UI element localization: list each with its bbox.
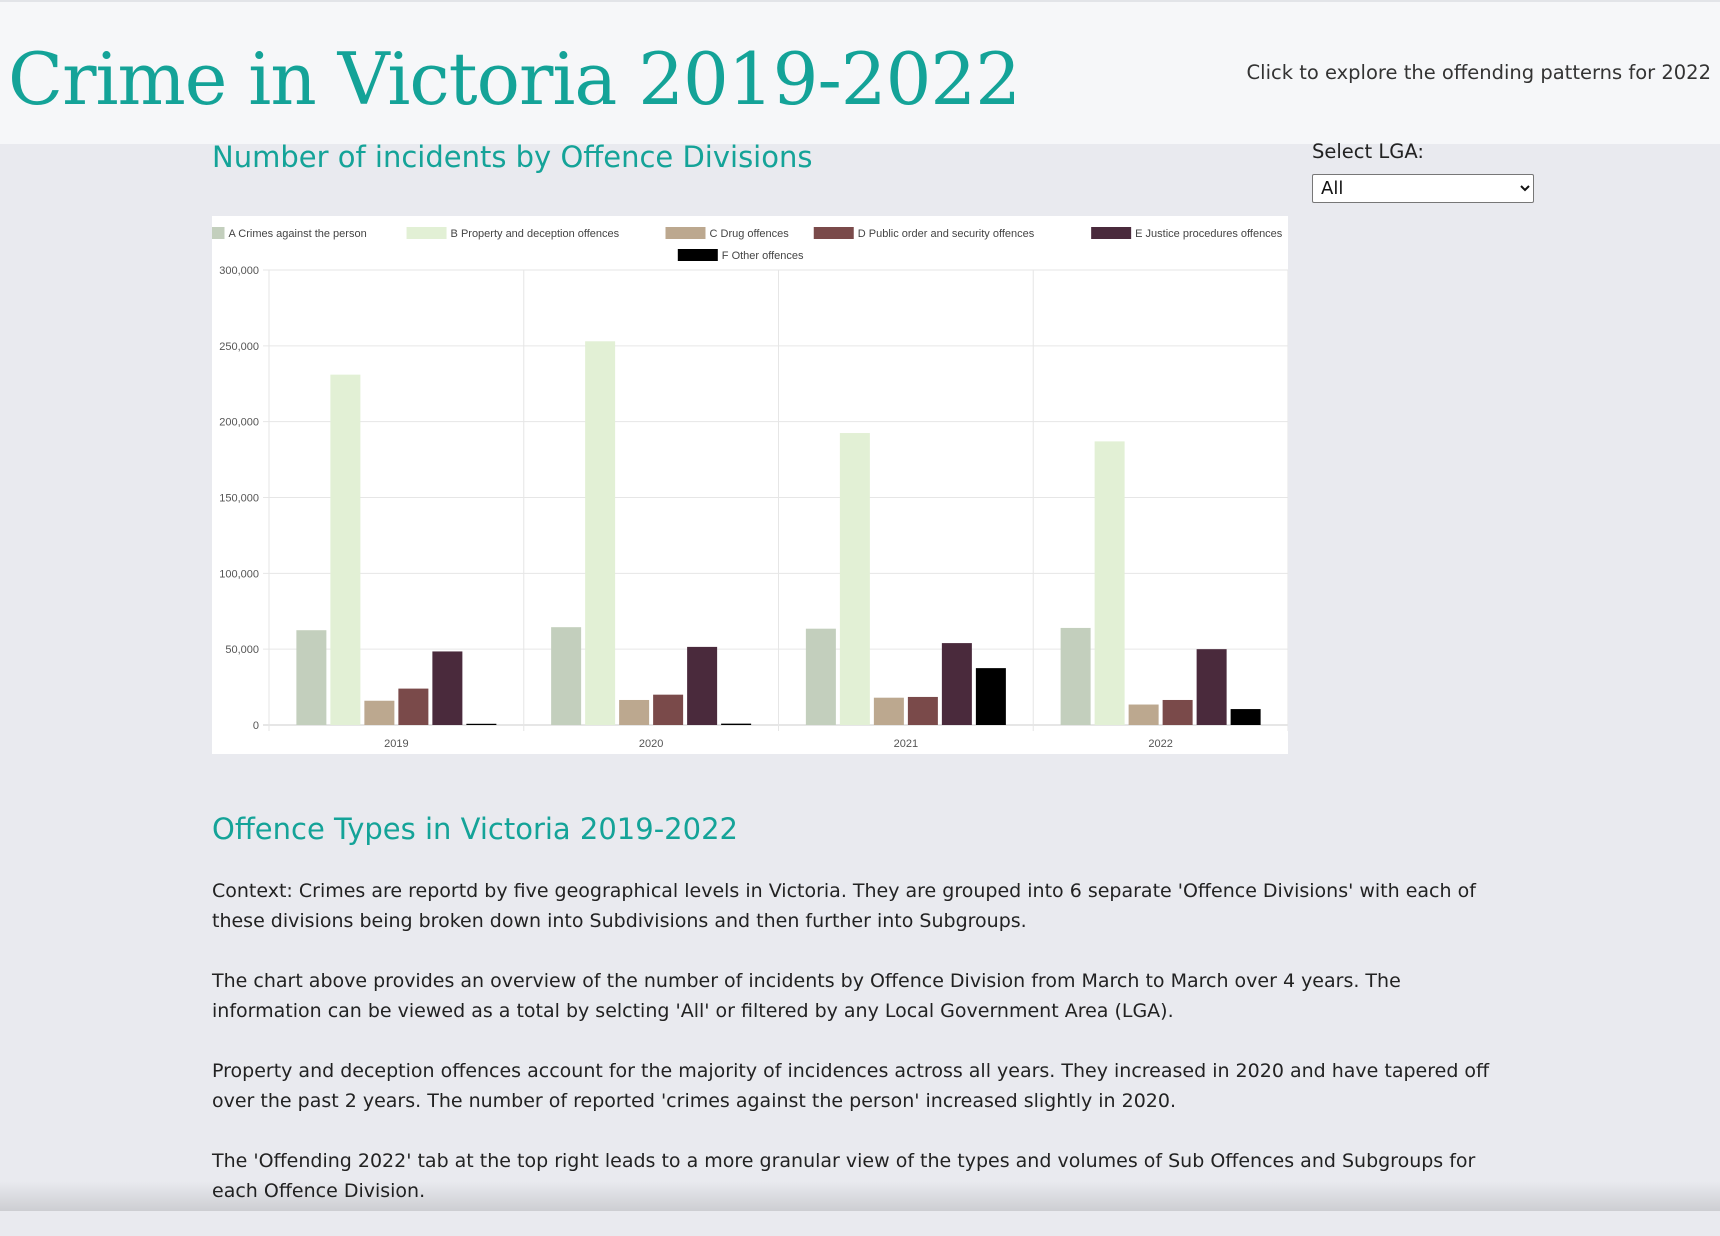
legend-swatch [1091,227,1131,239]
site-header: Crime in Victoria 2019-2022 Click to exp… [0,0,1720,144]
offence-divisions-chart: 0 50,000 100,000 150,000 200,000 250,000 300,0… [212,216,1288,754]
offence-context-text: Context: Crimes are reportd by five geog… [212,876,1512,1236]
lga-select[interactable]: All [1312,174,1534,203]
legend-label: C Drug offences [710,228,790,240]
bar-2019-c [364,701,394,725]
bar-2020-a [551,627,581,725]
x-tick-label: 2022 [1148,738,1172,750]
offence-types-title: Offence Types in Victoria 2019-2022 [212,812,738,846]
legend-swatch [814,227,854,239]
bar-2020-d [653,695,683,725]
y-tick-label: 0 [253,720,259,732]
y-tick-label: 100,000 [219,568,259,580]
bar-chart-svg: 0 50,000 100,000 150,000 200,000 250,000 300,0… [212,216,1288,754]
bar-2021-e [942,643,972,725]
legend-label: D Public order and security offences [858,228,1035,240]
legend-label: A Crimes against the person [229,228,367,240]
legend-swatch [666,227,706,239]
x-tick-label: 2019 [384,738,408,750]
bar-2022-e [1197,649,1227,725]
bar-2021-b [840,433,870,725]
paragraph-chart-overview: The chart above provides an overview of … [212,966,1512,1026]
bar-2022-d [1163,700,1193,725]
bar-2019-b [330,375,360,725]
bar-2022-c [1129,705,1159,725]
y-tick-label: 250,000 [219,341,259,353]
bar-2021-f [976,668,1006,725]
legend-label: B Property and deception offences [451,228,620,240]
site-title: Crime in Victoria 2019-2022 [8,30,1020,128]
y-tick-label: 150,000 [219,493,259,505]
paragraph-property-trend: Property and deception offences account … [212,1056,1512,1116]
bar-2020-b [585,341,615,725]
y-tick-label: 200,000 [219,417,259,429]
paragraph-context: Context: Crimes are reportd by five geog… [212,876,1512,936]
y-tick-label: 300,000 [219,265,259,277]
x-tick-label: 2021 [894,738,918,750]
x-tick-label: 2020 [639,738,663,750]
bar-2019-a [296,630,326,725]
lga-select-label: Select LGA: [1312,140,1424,163]
legend-label: E Justice procedures offences [1135,228,1283,240]
bar-2019-f [466,724,496,725]
offending-2022-link[interactable]: Click to explore the offending patterns … [1247,61,1711,84]
bar-2021-d [908,697,938,725]
legend-swatch [407,227,447,239]
legend-swatch [678,249,718,261]
bar-2022-b [1095,441,1125,725]
bar-2021-a [806,629,836,725]
y-tick-label: 50,000 [225,644,259,656]
legend-swatch [212,227,225,239]
bar-2019-d [398,689,428,725]
bar-2022-a [1061,628,1091,725]
chart-section-title: Number of incidents by Offence Divisions [212,140,812,174]
bar-2020-c [619,700,649,725]
legend-label: F Other offences [722,250,804,262]
bar-2020-f [721,724,751,725]
bar-2021-c [874,698,904,725]
bar-2019-e [432,651,462,725]
bar-2022-f [1231,709,1261,725]
paragraph-offending-tab: The 'Offending 2022' tab at the top righ… [212,1146,1512,1206]
bar-2020-e [687,647,717,725]
